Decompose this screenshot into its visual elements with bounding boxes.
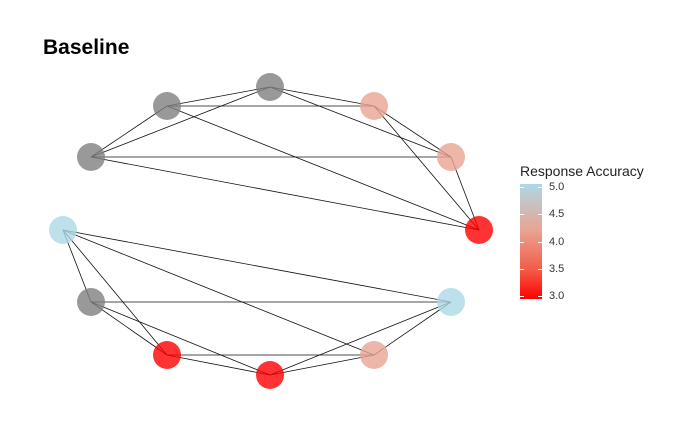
graph-node bbox=[465, 216, 493, 244]
graph-edge bbox=[62, 229, 452, 303]
legend-tick-mark bbox=[538, 268, 542, 270]
legend-tick-mark bbox=[520, 268, 524, 270]
legend-tick-mark bbox=[538, 214, 542, 216]
graph-node bbox=[153, 341, 181, 369]
graph-node bbox=[77, 288, 105, 316]
legend-tick-mark bbox=[538, 186, 542, 188]
graph-edge bbox=[166, 105, 480, 231]
legend-tick-label: 3.0 bbox=[549, 290, 565, 303]
legend-tick-label: 3.5 bbox=[549, 262, 565, 275]
graph-edge bbox=[62, 229, 375, 356]
graph-edge bbox=[373, 301, 452, 356]
color-legend: Response Accuracy 5.0 4.5 4.0 3.5 3.0 bbox=[520, 163, 690, 313]
legend-tick-mark bbox=[520, 186, 524, 188]
graph-edge bbox=[373, 105, 480, 231]
graph-edge bbox=[90, 301, 271, 376]
graph-node bbox=[256, 361, 284, 389]
legend-tick-mark bbox=[520, 214, 524, 216]
graph-edge bbox=[62, 229, 168, 356]
graph-node bbox=[437, 143, 465, 171]
graph-edge bbox=[90, 105, 168, 158]
node-layer bbox=[49, 73, 493, 389]
legend-colorbar bbox=[520, 184, 542, 299]
graph-edge bbox=[90, 156, 480, 231]
legend-tick-label: 5.0 bbox=[549, 180, 565, 193]
legend-tick-mark bbox=[520, 296, 524, 298]
legend-title: Response Accuracy bbox=[520, 163, 644, 179]
graph-edge bbox=[269, 86, 452, 158]
chart-title: Baseline bbox=[43, 36, 130, 59]
graph-node bbox=[153, 92, 181, 120]
graph-node bbox=[256, 73, 284, 101]
edge-layer bbox=[62, 86, 480, 376]
graph-edge bbox=[166, 86, 271, 107]
graph-node bbox=[360, 92, 388, 120]
legend-tick-mark bbox=[538, 241, 542, 243]
graph-node bbox=[360, 341, 388, 369]
graph-edge bbox=[269, 301, 452, 376]
graph-edge bbox=[90, 301, 168, 356]
graph-edge bbox=[269, 86, 375, 107]
graph-edge bbox=[90, 86, 271, 158]
legend-tick-label: 4.5 bbox=[549, 208, 565, 221]
graph-node bbox=[49, 216, 77, 244]
graph-edge bbox=[166, 354, 271, 376]
legend-tick-mark bbox=[520, 241, 524, 243]
graph-edge bbox=[373, 105, 452, 158]
graph-node bbox=[77, 143, 105, 171]
graph-edge bbox=[269, 354, 375, 376]
legend-tick-mark bbox=[538, 296, 542, 298]
legend-tick-label: 4.0 bbox=[549, 235, 565, 248]
graph-node bbox=[437, 288, 465, 316]
